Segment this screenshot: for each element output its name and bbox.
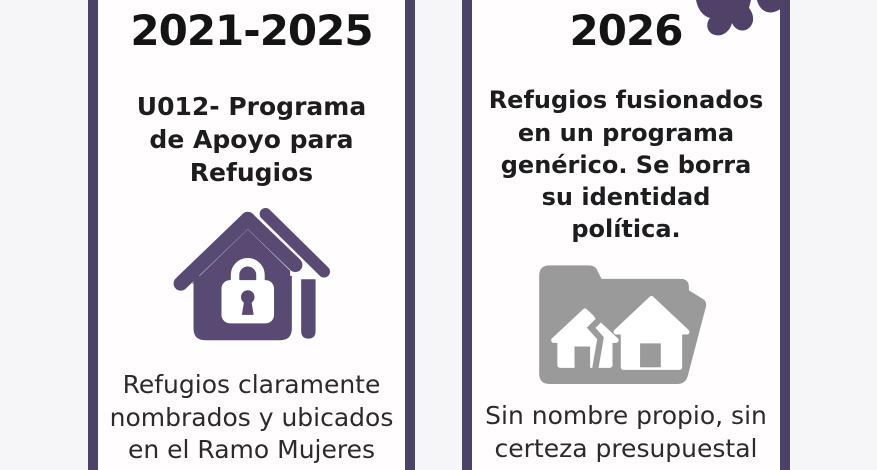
status-text-2026: Sin nombre propio, sin certeza presupues… bbox=[485, 401, 767, 463]
period-title-2026: 2026 bbox=[569, 6, 684, 55]
house-lock-icon bbox=[163, 201, 341, 349]
card-2026-content: 2026 Refugios fusionados en un programa … bbox=[472, 0, 780, 470]
card-2021-2025: 2021-2025 U012- Programa de Apoyo para R… bbox=[88, 0, 415, 470]
card-2021-2025-content: 2021-2025 U012- Programa de Apoyo para R… bbox=[98, 0, 405, 470]
card-2026: 2026 Refugios fusionados en un programa … bbox=[462, 0, 790, 470]
merge-description-text: Refugios fusionados en un programa genér… bbox=[488, 86, 764, 244]
status-text-2021-2025: Refugios claramente nombrados y ubicados… bbox=[109, 370, 394, 465]
period-title-2021-2025: 2021-2025 bbox=[130, 6, 373, 55]
butterfly-icon bbox=[694, 0, 796, 40]
program-name-text: U012- Programa de Apoyo para Refugios bbox=[136, 92, 367, 188]
folder-broken-houses-icon bbox=[535, 257, 717, 385]
